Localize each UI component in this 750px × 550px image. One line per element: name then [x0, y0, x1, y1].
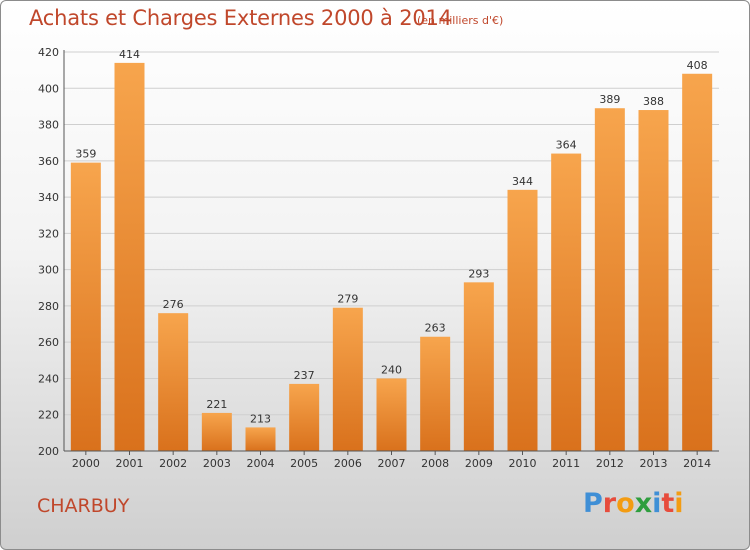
y-tick-label: 420 — [38, 46, 59, 59]
bar-value-label: 221 — [206, 398, 227, 411]
bar-value-label: 414 — [119, 48, 140, 61]
bar-value-label: 344 — [512, 175, 533, 188]
bar — [158, 313, 189, 451]
bar-value-label: 263 — [425, 322, 446, 335]
city-name: CHARBUY — [37, 495, 130, 517]
x-tick-label: 2009 — [465, 457, 493, 470]
x-tick-label: 2011 — [552, 457, 580, 470]
bar — [332, 307, 363, 451]
x-tick-label: 2008 — [421, 457, 449, 470]
bar-value-label: 408 — [687, 59, 708, 72]
bar-value-label: 388 — [643, 95, 664, 108]
bar-chart: 359 414 276 221 213 237 279 240 263 293 344 364 389 3… — [38, 46, 719, 470]
y-tick-label: 300 — [38, 264, 59, 277]
proxiti-logo: Proxiti — [583, 488, 684, 519]
x-tick-label: 2006 — [334, 457, 362, 470]
bar — [682, 73, 713, 451]
bar — [245, 427, 276, 451]
chart-title: Achats et Charges Externes 2000 à 2014 — [29, 6, 452, 30]
y-tick-label: 360 — [38, 155, 59, 168]
bar-value-label: 364 — [556, 139, 577, 152]
logo-letter: o — [616, 488, 635, 519]
bar-value-label: 279 — [337, 293, 358, 306]
y-tick-label: 260 — [38, 336, 59, 349]
bar — [638, 110, 669, 451]
logo-letter: t — [661, 488, 675, 519]
bar-value-label: 213 — [250, 412, 271, 425]
bar — [201, 412, 232, 451]
x-tick-label: 2007 — [378, 457, 406, 470]
bar-value-label: 276 — [163, 298, 184, 311]
bar — [594, 108, 625, 452]
y-tick-label: 220 — [38, 409, 59, 422]
y-tick-label: 240 — [38, 372, 59, 385]
bar — [289, 383, 320, 451]
logo-letter: P — [583, 488, 603, 519]
bar — [376, 378, 407, 451]
bar — [551, 153, 582, 451]
x-tick-label: 2001 — [116, 457, 144, 470]
y-tick-label: 320 — [38, 227, 59, 240]
x-tick-label: 2002 — [159, 457, 187, 470]
x-tick-label: 2012 — [596, 457, 624, 470]
y-tick-label: 380 — [38, 119, 59, 132]
x-tick-label: 2004 — [247, 457, 275, 470]
bar — [420, 336, 451, 451]
y-tick-label: 200 — [38, 445, 59, 458]
bar — [507, 189, 538, 451]
bar — [70, 162, 101, 451]
logo-letter: i — [674, 488, 684, 519]
x-tick-label: 2014 — [683, 457, 711, 470]
bar-value-label: 237 — [294, 369, 315, 382]
x-tick-label: 2003 — [203, 457, 231, 470]
logo-letter: i — [652, 488, 662, 519]
x-tick-label: 2013 — [640, 457, 668, 470]
bar-value-label: 293 — [468, 267, 489, 280]
bar-value-label: 359 — [75, 148, 96, 161]
x-tick-label: 2005 — [290, 457, 318, 470]
bar — [114, 62, 145, 452]
bar — [463, 282, 494, 451]
bar-value-label: 389 — [599, 93, 620, 106]
x-tick-label: 2010 — [509, 457, 537, 470]
chart-unit-note: (en milliers d'€) — [417, 14, 504, 27]
y-tick-label: 340 — [38, 191, 59, 204]
logo-letter: r — [602, 488, 617, 519]
x-tick-label: 2000 — [72, 457, 100, 470]
logo-letter: x — [634, 488, 653, 519]
y-tick-label: 400 — [38, 82, 59, 95]
y-tick-label: 280 — [38, 300, 59, 313]
bar-value-label: 240 — [381, 363, 402, 376]
